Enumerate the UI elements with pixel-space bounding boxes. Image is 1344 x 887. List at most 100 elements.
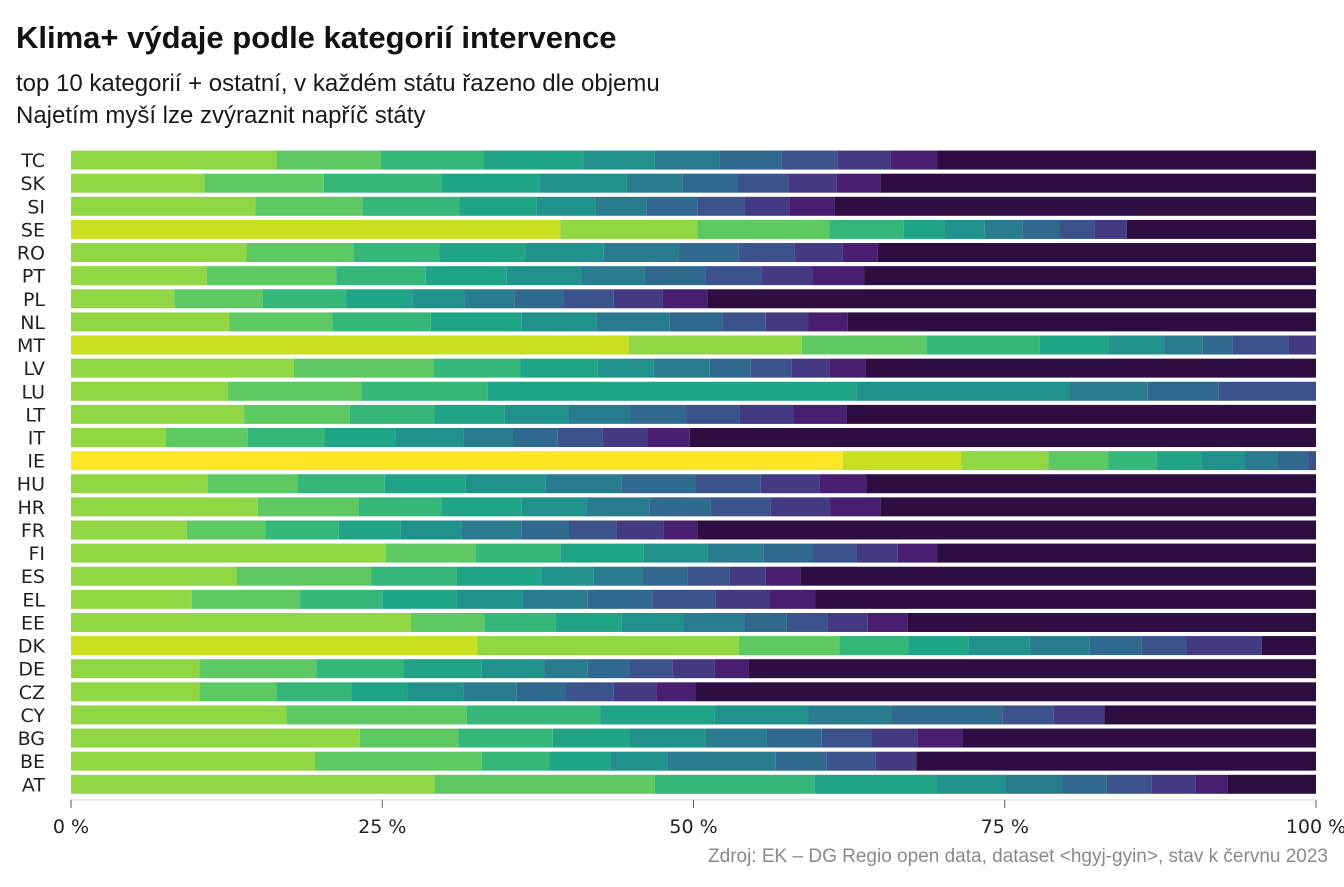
x-tick-label: 75 % xyxy=(981,816,1029,838)
bar-segment-ee-1 xyxy=(71,612,411,632)
bar-segment-ro-8 xyxy=(738,243,795,263)
bar-segment-dk-1 xyxy=(71,636,478,656)
bar-segment-pl-5 xyxy=(412,289,465,309)
bar-segment-de-5 xyxy=(481,659,545,679)
bar-segment-at-2 xyxy=(434,774,655,794)
bar-segment-lv-6 xyxy=(653,358,710,378)
bar-segment-hu-3 xyxy=(297,474,385,494)
bar-segment-se-7 xyxy=(984,219,1023,239)
bar-segment-cz-11 xyxy=(695,682,1316,702)
bar-segment-tc-3 xyxy=(381,150,484,170)
bar-segment-cz-1 xyxy=(71,682,200,702)
y-tick-label: LU xyxy=(21,381,45,403)
bar-segment-es-6 xyxy=(593,566,643,586)
bar-segment-hu-8 xyxy=(695,474,761,494)
bar-segment-cy-2 xyxy=(286,705,467,725)
bar-segment-mt-8 xyxy=(1202,335,1233,355)
bar-segment-it-4 xyxy=(324,428,396,447)
bar-segment-lv-9 xyxy=(791,358,830,378)
bar-segment-ie-6 xyxy=(1156,451,1202,471)
bar-segment-hr-5 xyxy=(521,497,587,517)
chart-title: Klima+ výdaje podle kategorií intervence xyxy=(16,20,617,55)
bar-segment-ro-7 xyxy=(678,243,739,263)
bar-segment-pt-6 xyxy=(581,266,645,286)
bar-segment-lv-8 xyxy=(750,358,792,378)
bar-segment-ro-2 xyxy=(246,243,354,263)
bar-segment-nl-2 xyxy=(229,312,333,332)
bar-segment-el-7 xyxy=(587,589,653,609)
chart-source: Zdroj: EK – DG Regio open data, dataset … xyxy=(708,846,1328,867)
y-tick-label: SE xyxy=(21,219,45,241)
bar-segment-hr-8 xyxy=(710,497,771,517)
bar-segment-es-2 xyxy=(236,566,372,586)
bar-segment-lu-2 xyxy=(228,381,362,401)
bar-segment-pt-11 xyxy=(864,266,1316,286)
bar-segment-mt-9 xyxy=(1232,335,1289,355)
bar-segment-bg-8 xyxy=(821,728,872,748)
bar-segment-sk-7 xyxy=(682,173,738,193)
bar-segment-de-3 xyxy=(316,659,404,679)
y-tick-label: HU xyxy=(17,474,45,496)
bar-segment-si-6 xyxy=(595,196,647,216)
y-tick-label: DE xyxy=(18,659,45,681)
bar-segment-ro-5 xyxy=(525,243,604,263)
bar-segment-be-1 xyxy=(71,751,316,771)
bar-segment-cz-8 xyxy=(566,682,614,702)
bar-segment-es-10 xyxy=(765,566,801,586)
bar-segment-dk-10 xyxy=(1186,636,1262,656)
bar-segment-cz-2 xyxy=(199,682,277,702)
bar-segment-at-9 xyxy=(1151,774,1196,794)
bar-segment-it-6 xyxy=(463,428,513,447)
bar-segment-el-8 xyxy=(652,589,716,609)
bar-segment-it-8 xyxy=(557,428,603,447)
bar-segment-it-7 xyxy=(512,428,558,447)
bar-segment-pl-7 xyxy=(514,289,565,309)
y-tick-label: PT xyxy=(22,266,45,288)
bar-segment-el-11 xyxy=(815,589,1316,609)
bar-segment-be-4 xyxy=(549,751,611,771)
bar-segment-tc-7 xyxy=(719,150,782,170)
y-tick-label: IE xyxy=(27,451,45,473)
y-tick-label: NL xyxy=(20,312,45,334)
bar-segment-hu-4 xyxy=(384,474,466,494)
bar-segment-fr-11 xyxy=(697,520,1316,540)
y-tick-label: RO xyxy=(17,243,45,265)
bar-segment-at-6 xyxy=(1006,774,1063,794)
bar-segment-nl-10 xyxy=(808,312,848,332)
bar-segment-se-1 xyxy=(71,219,561,239)
bar-segment-it-1 xyxy=(71,428,166,447)
y-tick-label: IT xyxy=(28,428,46,450)
bar-segment-de-9 xyxy=(672,659,715,679)
bar-segment-at-11 xyxy=(1227,774,1316,794)
bar-segment-tc-8 xyxy=(781,150,838,170)
bar-segment-pt-8 xyxy=(705,266,762,286)
bar-segment-at-1 xyxy=(71,774,435,794)
bar-segment-fi-11 xyxy=(937,543,1316,563)
bar-segment-fr-8 xyxy=(569,520,617,540)
y-tick-label: AT xyxy=(22,774,46,796)
bar-segment-bg-6 xyxy=(705,728,767,748)
bar-segment-si-7 xyxy=(646,196,698,216)
y-tick-label: TC xyxy=(20,150,45,172)
y-tick-label: DK xyxy=(18,636,46,658)
bar-segment-fr-3 xyxy=(265,520,339,540)
bar-segment-nl-3 xyxy=(332,312,431,332)
bar-segment-ee-10 xyxy=(867,612,908,632)
bar-segment-tc-1 xyxy=(71,150,277,170)
bar-segment-dk-3 xyxy=(738,636,840,656)
bar-segment-sk-9 xyxy=(788,173,837,193)
bar-segment-fi-6 xyxy=(707,543,764,563)
bar-segment-el-6 xyxy=(522,589,588,609)
bar-segment-tc-9 xyxy=(837,150,891,170)
bar-segment-se-3 xyxy=(697,219,830,239)
bar-segment-tc-4 xyxy=(483,150,584,170)
x-tick-label: 0 % xyxy=(53,816,89,838)
bar-segment-dk-6 xyxy=(968,636,1030,656)
y-tick-label: SK xyxy=(20,173,45,195)
bar-segment-fr-4 xyxy=(338,520,401,540)
bar-segment-fi-8 xyxy=(813,543,857,563)
bar-segment-hu-1 xyxy=(71,474,208,494)
bar-segment-ro-4 xyxy=(439,243,526,263)
bar-segment-cz-7 xyxy=(516,682,567,702)
bar-segment-se-6 xyxy=(944,219,985,239)
